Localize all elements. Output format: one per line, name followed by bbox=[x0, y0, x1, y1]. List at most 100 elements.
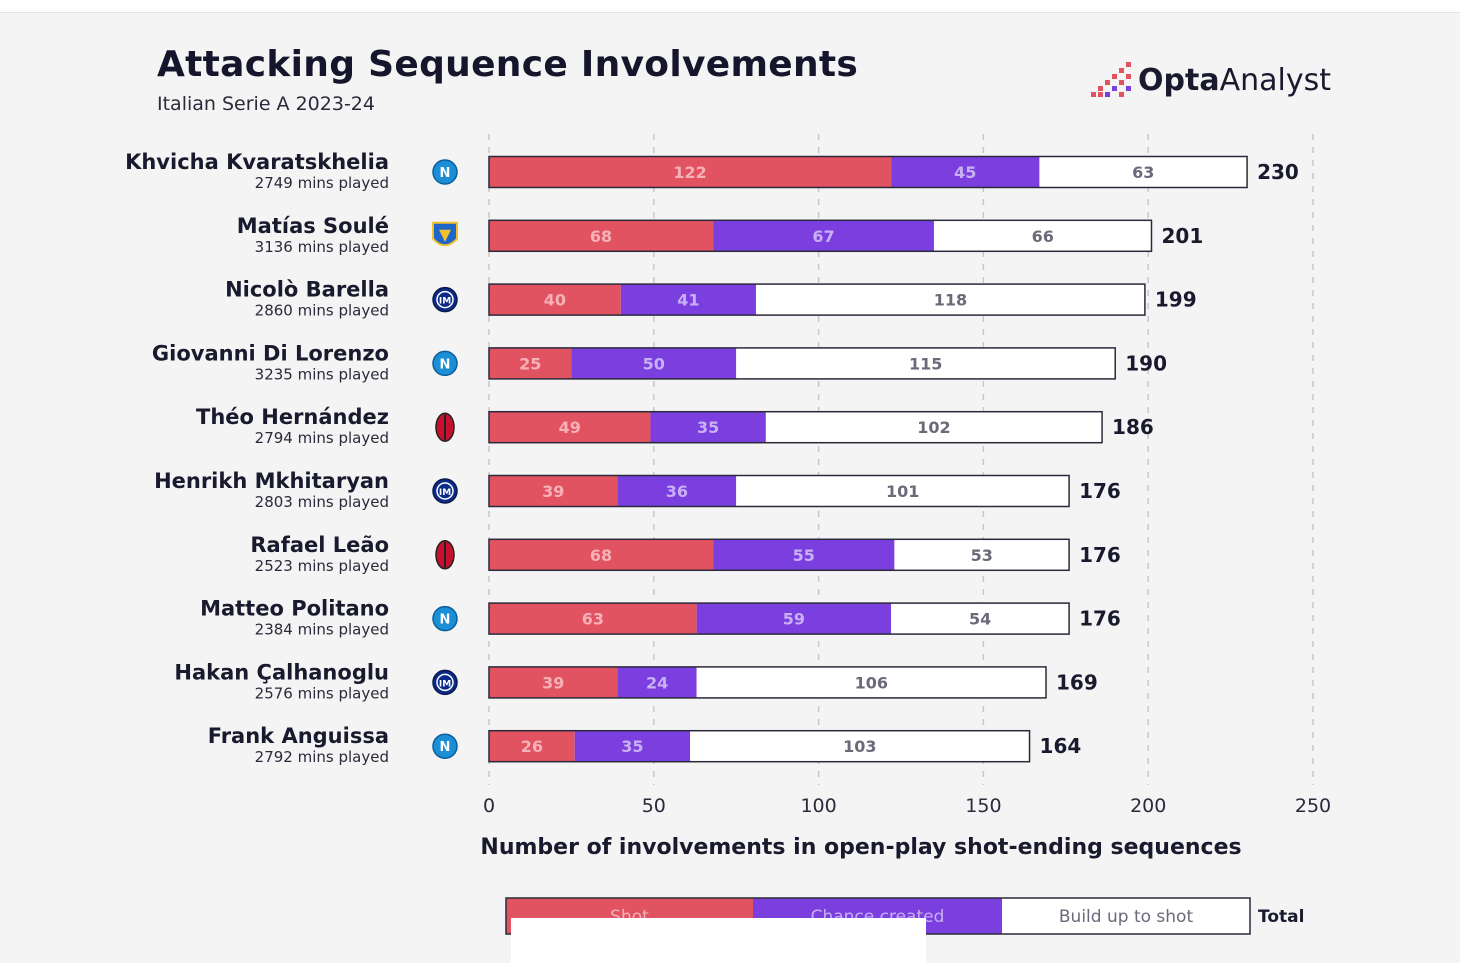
bar-outline bbox=[488, 729, 1031, 763]
bar-segment bbox=[489, 411, 651, 443]
bar-segment bbox=[574, 730, 691, 762]
legend-label: Build up to shot bbox=[1059, 907, 1194, 927]
player-minutes: 2860 mins played bbox=[255, 302, 389, 320]
player-minutes: 2749 mins played bbox=[255, 174, 389, 192]
bar-segment bbox=[489, 220, 714, 252]
x-tick-label: 150 bbox=[965, 795, 1001, 817]
player-name: Giovanni Di Lorenzo bbox=[152, 341, 389, 365]
chart-title: Attacking Sequence Involvements bbox=[157, 44, 859, 85]
bar-value-label: 39 bbox=[542, 482, 564, 501]
bar-value-label: 26 bbox=[521, 737, 543, 756]
napoli-badge-letter: N bbox=[440, 740, 451, 755]
bar-value-label: 59 bbox=[783, 610, 805, 629]
bar-total-label: 230 bbox=[1257, 160, 1299, 184]
legend-total-label: Total bbox=[1258, 907, 1304, 927]
opta-dots-logo-icon bbox=[1091, 62, 1131, 97]
video-overlay-mask bbox=[511, 918, 926, 963]
bar-segment bbox=[894, 539, 1070, 571]
bar-value-label: 50 bbox=[643, 354, 665, 373]
bar-value-label: 115 bbox=[909, 354, 942, 373]
bar-outline bbox=[488, 283, 1146, 316]
bar-value-label: 66 bbox=[1032, 227, 1054, 246]
bar-value-label: 67 bbox=[812, 227, 834, 246]
bar-segment bbox=[617, 666, 697, 698]
player-minutes: 2523 mins played bbox=[255, 557, 389, 575]
brand-wordmark: OptaAnalyst bbox=[1138, 62, 1331, 98]
inter-badge-letter: IM bbox=[439, 488, 451, 498]
bar-segment bbox=[933, 220, 1152, 252]
bar-outline bbox=[488, 219, 1153, 253]
x-axis-label: Number of involvements in open-play shot… bbox=[480, 835, 1241, 860]
player-name: Frank Anguissa bbox=[208, 724, 389, 748]
x-tick-label: 50 bbox=[642, 795, 666, 817]
bar-outline bbox=[488, 538, 1070, 572]
player-minutes: 2794 mins played bbox=[255, 429, 389, 447]
player-name: Khvicha Kvaratskhelia bbox=[125, 150, 389, 174]
bar-value-label: 54 bbox=[969, 610, 991, 629]
x-tick-label: 200 bbox=[1130, 795, 1166, 817]
bar-segment bbox=[736, 475, 1070, 507]
bar-value-label: 35 bbox=[697, 418, 719, 437]
bar-value-label: 101 bbox=[886, 482, 919, 501]
player-minutes: 2803 mins played bbox=[255, 493, 389, 511]
bar-segment bbox=[620, 284, 756, 316]
bar-total-label: 176 bbox=[1079, 479, 1121, 503]
bar-value-label: 35 bbox=[621, 737, 643, 756]
bar-segment bbox=[1039, 156, 1248, 188]
bar-outline bbox=[488, 666, 1047, 699]
x-tick-label: 0 bbox=[483, 795, 495, 817]
napoli-badge-icon bbox=[432, 350, 458, 377]
napoli-badge-letter: N bbox=[440, 166, 451, 181]
bar-total-label: 169 bbox=[1056, 670, 1098, 694]
player-minutes: 3136 mins played bbox=[255, 238, 389, 256]
legend-swatch bbox=[1002, 898, 1250, 934]
napoli-badge-icon bbox=[432, 605, 458, 632]
bar-outline bbox=[488, 155, 1248, 189]
bar-value-label: 68 bbox=[590, 227, 612, 246]
bar-value-label: 102 bbox=[917, 418, 950, 437]
bar-value-label: 118 bbox=[934, 291, 967, 310]
bar-value-label: 36 bbox=[666, 482, 688, 501]
bar-value-label: 45 bbox=[954, 163, 976, 182]
napoli-badge-icon bbox=[432, 159, 458, 185]
player-minutes: 2576 mins played bbox=[255, 684, 389, 702]
bar-segment bbox=[690, 730, 1030, 762]
frosinone-badge-emblem bbox=[439, 229, 451, 242]
bar-segment bbox=[891, 156, 1040, 188]
bar-value-label: 49 bbox=[559, 418, 581, 437]
opta-analyst-logo: OptaAnalyst bbox=[1090, 58, 1331, 102]
bar-value-label: 53 bbox=[971, 546, 993, 565]
bar-segment bbox=[489, 156, 892, 188]
bar-total-label: 190 bbox=[1125, 351, 1167, 375]
bar-total-label: 176 bbox=[1079, 543, 1121, 567]
bar-total-label: 186 bbox=[1112, 415, 1154, 439]
bar-segment bbox=[755, 284, 1145, 316]
bar-value-label: 106 bbox=[855, 673, 888, 692]
bar-value-label: 25 bbox=[519, 354, 541, 373]
inter-badge-letter: IM bbox=[439, 297, 451, 307]
napoli-badge-letter: N bbox=[440, 613, 451, 628]
bar-segment bbox=[765, 411, 1103, 443]
inter-badge-letter: IM bbox=[439, 679, 451, 689]
bar-value-label: 122 bbox=[673, 163, 706, 182]
bar-value-label: 40 bbox=[544, 291, 566, 310]
bar-segment bbox=[489, 603, 697, 635]
player-minutes: 2792 mins played bbox=[255, 748, 389, 766]
player-name: Henrikh Mkhitaryan bbox=[154, 469, 389, 493]
bar-outline bbox=[488, 347, 1116, 380]
bar-segment bbox=[617, 475, 737, 507]
bar-segment bbox=[713, 539, 895, 571]
x-tick-label: 100 bbox=[800, 795, 836, 817]
bar-outline bbox=[488, 602, 1070, 635]
player-name: Rafael Leão bbox=[250, 533, 389, 557]
bar-segment bbox=[489, 730, 575, 762]
bar-segment bbox=[696, 603, 892, 635]
bar-segment bbox=[736, 347, 1116, 379]
player-name: Matías Soulé bbox=[237, 214, 389, 238]
bar-outline bbox=[488, 474, 1070, 508]
bar-segment bbox=[891, 603, 1070, 635]
bar-segment bbox=[489, 347, 572, 379]
bar-outline bbox=[488, 410, 1103, 444]
x-tick-label: 250 bbox=[1295, 795, 1331, 817]
